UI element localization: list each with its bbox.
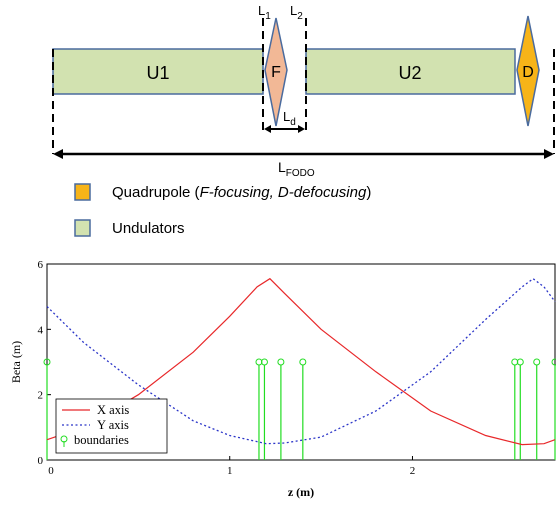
boundary-marker-3 <box>277 358 285 366</box>
x-axis-beta-series <box>46 277 556 446</box>
lfodo-arrowhead-left <box>53 149 63 159</box>
defocusing-quadrupole-d <box>516 15 540 127</box>
boundary-marker-5 <box>511 358 519 366</box>
ld-arrowhead-left <box>264 125 271 133</box>
boundary-marker-8 <box>551 358 556 366</box>
legend-boundaries-marker <box>60 435 68 443</box>
l1-label: L1 <box>258 3 271 22</box>
boundary-marker-4 <box>299 358 307 366</box>
defocusing-quadrupole-label: D <box>522 64 534 81</box>
chart-legend: X axis Y axis boundaries <box>55 398 168 454</box>
beta-function-chart: 0 1 2 0 2 4 6 z (m) Beta (m) X axis Y axis bou… <box>9 259 556 499</box>
undulator-u2-label: U2 <box>398 63 421 83</box>
legend-boundaries-label: boundaries <box>74 433 129 447</box>
legend-x-axis-label: X axis <box>97 403 129 417</box>
focusing-quadrupole-f <box>264 17 288 127</box>
boundary-marker-7 <box>533 358 541 366</box>
undulator-u1-label: U1 <box>146 63 169 83</box>
y-tick-label-3: 6 <box>38 259 44 271</box>
undulator-u1 <box>52 48 264 95</box>
y-tick-label-2: 4 <box>38 324 44 336</box>
lfodo-label: LFODO <box>278 159 315 179</box>
undulator-u2 <box>305 48 516 95</box>
y-tick-label-0: 0 <box>38 455 44 467</box>
x-tick-label-2: 2 <box>410 465 416 477</box>
quadrupole-legend-text: Quadrupole (F-focusing, D-defocusing) <box>112 184 371 201</box>
ld-arrowhead-right <box>298 125 305 133</box>
chart-legend-box <box>55 398 168 454</box>
boundary-marker-6 <box>516 358 524 366</box>
undulator-legend-text: Undulators <box>112 220 185 237</box>
focusing-quadrupole-label: F <box>271 64 281 81</box>
plot-area-frame <box>46 263 556 461</box>
x-tick-label-0: 0 <box>48 465 54 477</box>
x-axis-title: z (m) <box>288 485 314 499</box>
boundary-stems <box>43 358 556 460</box>
l2-label: L2 <box>290 3 303 22</box>
lfodo-arrowhead-right <box>544 149 554 159</box>
quadrupole-legend-swatch <box>74 183 91 201</box>
boundary-marker-0 <box>43 358 51 366</box>
ld-label: Ld <box>283 109 296 128</box>
boundary-marker-1 <box>255 358 263 366</box>
axis-ticks: 0 1 2 0 2 4 6 <box>38 259 416 477</box>
y-tick-label-1: 2 <box>38 390 44 402</box>
y-axis-title: Beta (m) <box>9 341 23 383</box>
legend-y-axis-label: Y axis <box>97 418 129 432</box>
undulator-legend-swatch <box>74 219 91 237</box>
fodo-lattice-diagram: U1 U2 F D L1 L2 Ld LFODO <box>52 3 555 237</box>
boundary-marker-2 <box>260 358 268 366</box>
x-tick-label-1: 1 <box>227 465 233 477</box>
